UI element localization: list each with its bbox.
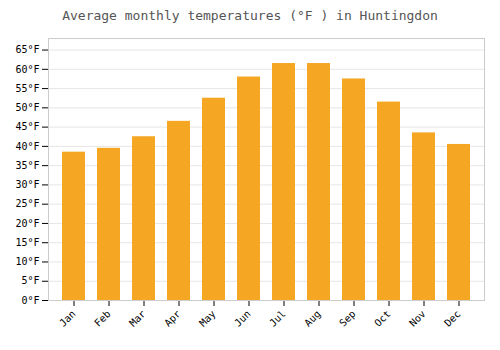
svg-text:0°F: 0°F: [21, 295, 39, 306]
svg-text:25°F: 25°F: [15, 198, 39, 209]
svg-text:55°F: 55°F: [15, 83, 39, 94]
svg-text:Mar: Mar: [127, 308, 148, 329]
svg-text:65°F: 65°F: [15, 44, 39, 55]
svg-text:50°F: 50°F: [15, 102, 39, 113]
svg-text:60°F: 60°F: [15, 64, 39, 75]
svg-text:Dec: Dec: [442, 308, 463, 329]
svg-text:Jun: Jun: [232, 308, 253, 329]
svg-text:40°F: 40°F: [15, 141, 39, 152]
svg-text:5°F: 5°F: [21, 275, 39, 286]
svg-text:Apr: Apr: [162, 308, 183, 329]
svg-text:Aug: Aug: [302, 308, 323, 329]
svg-text:Oct: Oct: [372, 308, 393, 329]
svg-text:30°F: 30°F: [15, 179, 39, 190]
svg-text:Jul: Jul: [267, 308, 288, 329]
svg-text:Feb: Feb: [92, 308, 113, 329]
svg-text:Sep: Sep: [337, 308, 358, 329]
svg-text:35°F: 35°F: [15, 160, 39, 171]
svg-text:20°F: 20°F: [15, 218, 39, 229]
svg-text:May: May: [197, 308, 218, 329]
svg-text:Jan: Jan: [57, 308, 78, 329]
html-text:Average monthly temperatures (: Average monthly temperatures (°F ) in Hu…: [62, 8, 438, 23]
svg-text:15°F: 15°F: [15, 237, 39, 248]
svg-text:45°F: 45°F: [15, 121, 39, 132]
svg-text:Nov: Nov: [407, 308, 428, 329]
svg-text:10°F: 10°F: [15, 256, 39, 267]
